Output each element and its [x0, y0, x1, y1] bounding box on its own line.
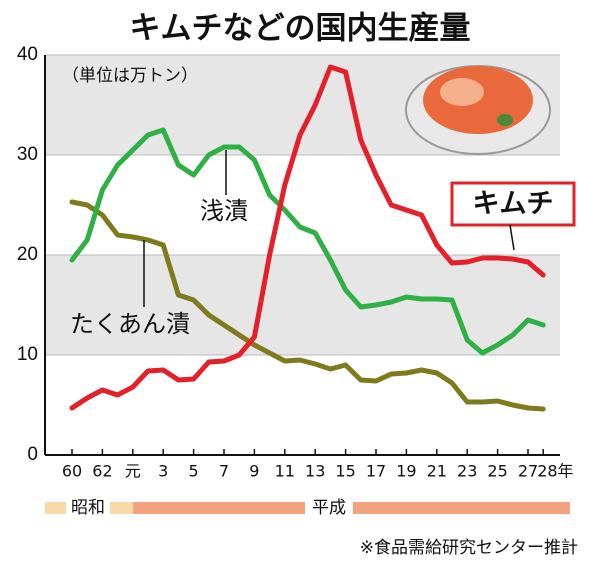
- x-tick-label: 11: [275, 462, 295, 481]
- x-tick-label: 25: [487, 462, 507, 481]
- x-tick-label: 62: [92, 462, 112, 481]
- x-tick-label: 7: [219, 462, 229, 481]
- x-tick-label: 27: [518, 462, 538, 481]
- era-label: 昭和: [71, 498, 105, 518]
- y-tick-label: 20: [17, 244, 38, 265]
- x-tick-label: 15: [335, 462, 355, 481]
- series-line: [69, 199, 546, 412]
- plot: [69, 64, 546, 412]
- x-tick-label: 19: [396, 462, 416, 481]
- series-line: [69, 127, 546, 356]
- y-tick-label: 10: [17, 344, 38, 365]
- source-note: ※食品需給研究センター推計: [360, 538, 578, 558]
- x-tick-label: 13: [305, 462, 325, 481]
- unit-label: （単位は万トン）: [62, 66, 198, 86]
- series-label: たくあん漬: [70, 310, 190, 338]
- era-label: 平成: [312, 498, 346, 518]
- kimchi-illustration: [405, 65, 551, 155]
- x-tick-label: 28年: [537, 462, 573, 481]
- x-tick-label: 5: [189, 462, 199, 481]
- era-label-bg: [305, 496, 353, 520]
- x-tick-label: 21: [427, 462, 447, 481]
- series-label: 浅漬: [200, 197, 248, 225]
- x-tick-label: 3: [158, 462, 168, 481]
- chart-title: キムチなどの国内生産量: [130, 11, 471, 47]
- era-label-bg: [66, 496, 110, 520]
- y-tick-label: 30: [17, 144, 38, 165]
- x-tick-label: 9: [249, 462, 259, 481]
- x-tick-label: 60: [62, 462, 82, 481]
- series-line: [69, 64, 546, 411]
- kimchi-callout: [509, 224, 515, 251]
- kimchi-leaf: [440, 78, 484, 106]
- y-tick-label: 0: [27, 444, 38, 465]
- x-tick-label: 23: [457, 462, 477, 481]
- kimchi-label-box: [450, 181, 576, 227]
- band: [45, 255, 560, 355]
- y-tick-label: 40: [17, 44, 38, 65]
- x-tick-label: 元: [125, 462, 141, 481]
- kimchi-green: [497, 114, 513, 126]
- x-tick-label: 17: [366, 462, 386, 481]
- series-label: キムチ: [473, 189, 554, 220]
